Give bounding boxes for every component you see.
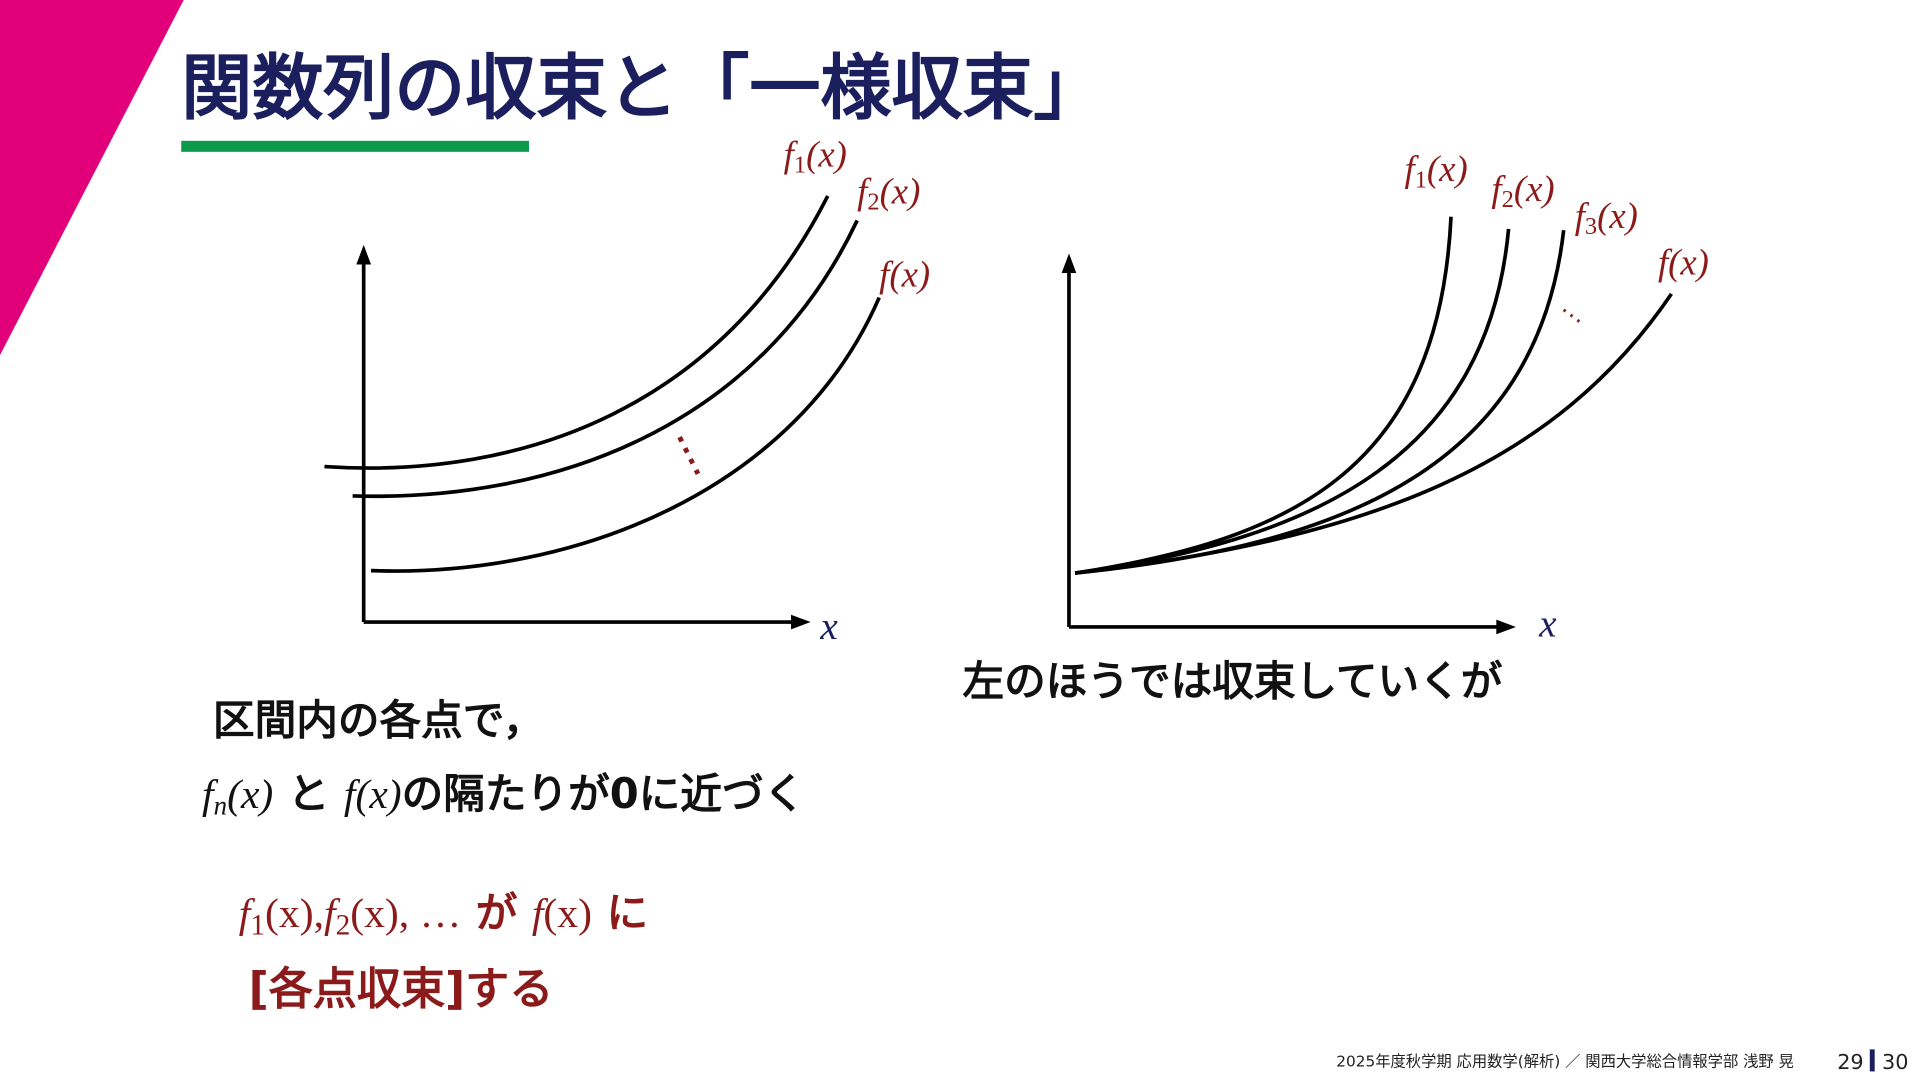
arrow <box>1061 253 1077 274</box>
arg: (x) <box>806 134 847 175</box>
arg: (x) <box>1514 168 1555 209</box>
sub: 1 <box>794 152 806 179</box>
curve <box>324 195 830 470</box>
curve-label: f2(x) <box>1491 168 1554 213</box>
page-number: 29 <box>1837 1050 1863 1074</box>
arrow <box>791 614 811 630</box>
page-total: 30 <box>1882 1050 1908 1074</box>
arg: (x) <box>889 254 930 295</box>
curve <box>1074 216 1453 575</box>
caption: 左のほうでは収束していくが <box>962 657 1502 706</box>
axis-label: x <box>819 605 838 648</box>
arg: (x) <box>1427 148 1468 189</box>
dots <box>1562 308 1585 326</box>
text: に <box>592 888 648 937</box>
sub: 2 <box>867 188 879 215</box>
separator: , <box>314 891 324 937</box>
curve <box>1074 292 1673 575</box>
curve-label: f(x) <box>879 254 930 295</box>
curve-label: f(x) <box>1658 241 1709 282</box>
curve-label: f1(x) <box>784 134 847 179</box>
ellipsis: , … <box>399 891 461 937</box>
sub: 1 <box>250 909 265 941</box>
sub: n <box>214 790 227 820</box>
arg: (x) <box>265 891 314 937</box>
arrow <box>1496 619 1516 635</box>
sub: 2 <box>336 909 351 941</box>
curve <box>352 219 859 499</box>
title-underline <box>181 140 529 152</box>
sub: 1 <box>1415 166 1427 193</box>
dots <box>677 436 701 475</box>
footer-course: 2025年度秋学期 応用数学(解析) ／ 関西大学総合情報学部 浅野 晃 <box>1336 1053 1794 1071</box>
left-graph: f1(x) f2(x) f(x) x <box>324 134 930 648</box>
body-line: 区間内の各点で， <box>213 696 544 745</box>
definition-line: f1(x),f2(x), … が f(x) に <box>239 888 648 941</box>
arg: (x) <box>543 891 592 937</box>
arg: (x) <box>350 891 399 937</box>
curve-label: f2(x) <box>857 170 920 215</box>
right-graph: f1(x) f2(x) f3(x) f(x) x 左のほうでは収束していくが <box>962 148 1708 705</box>
corner-accent <box>0 0 184 356</box>
curve-label: f3(x) <box>1575 195 1638 240</box>
body-line: fn(x) と f(x)の隔たりが0に近づく <box>202 769 805 820</box>
arg: (x) <box>1597 195 1638 236</box>
curve <box>1074 228 1511 575</box>
arg: (x) <box>355 772 401 818</box>
sub: 3 <box>1585 213 1597 240</box>
curve-label: f1(x) <box>1404 148 1467 193</box>
text: と <box>273 769 344 818</box>
curve <box>1074 229 1566 575</box>
sub: 2 <box>1502 186 1514 213</box>
definition-line: [各点収束]する <box>249 964 554 1015</box>
arg: (x) <box>1668 241 1709 282</box>
page-separator <box>1869 1049 1875 1072</box>
axis-label: x <box>1538 603 1557 646</box>
text: が <box>461 888 532 937</box>
arrow <box>356 244 372 265</box>
curve <box>370 296 881 573</box>
slide-title: 関数列の収束と「一様収束」 <box>181 47 1104 130</box>
arg: (x) <box>880 170 921 211</box>
arg: (x) <box>227 772 273 818</box>
text: の隔たりが0に近づく <box>402 769 806 818</box>
